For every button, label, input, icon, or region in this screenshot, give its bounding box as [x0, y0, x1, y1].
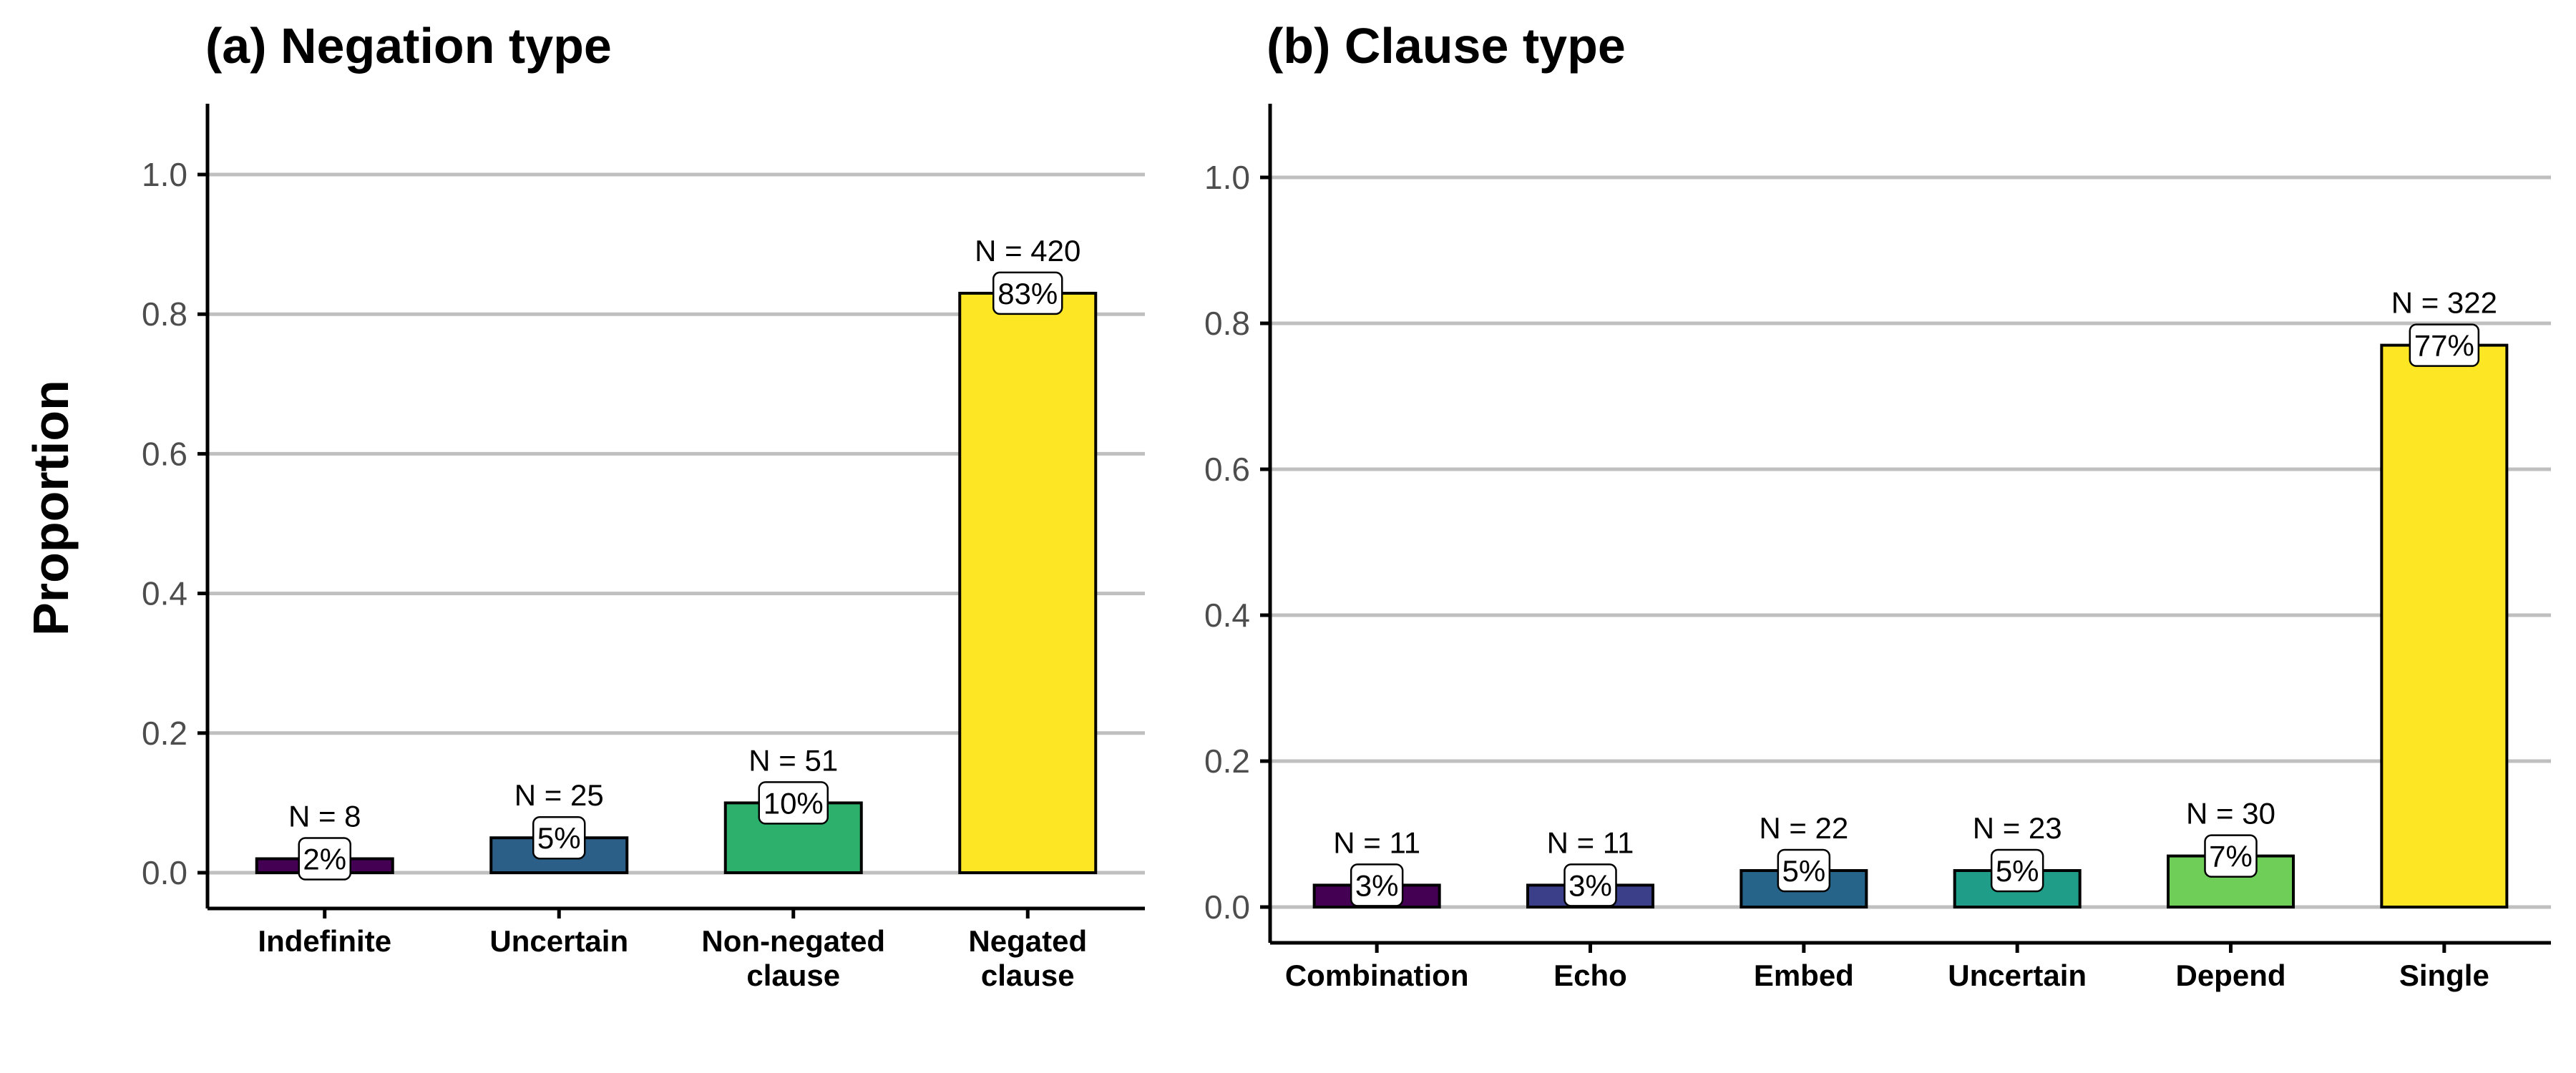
y-tick-label: 0.6 [142, 435, 187, 472]
bar [958, 291, 1098, 875]
x-tick-label: Negated clause [968, 924, 1087, 992]
y-tick-label: 0.4 [142, 575, 187, 612]
data-label-box [2409, 323, 2480, 367]
data-label-box [1777, 848, 1831, 893]
count-label: N = 420 [975, 234, 1080, 268]
count-label: N = 11 [1547, 825, 1634, 859]
y-tick-label: 0.0 [1204, 888, 1250, 926]
y-tick-label: 1.0 [1204, 159, 1250, 196]
count-label: N = 23 [1973, 811, 2062, 845]
y-tick-label: 0.8 [1204, 305, 1250, 342]
y-axis-label: Proportion [23, 380, 79, 636]
data-label: 10% [763, 786, 824, 820]
panel-clause-type: (b) Clause type 0.0 0.2 0.4 0.6 0.8 1.0 3% N = 1… [1204, 18, 2551, 992]
data-label: 3% [1568, 868, 1612, 902]
data-label-box [1350, 863, 1404, 907]
data-label-box [1990, 848, 2044, 893]
data-label-box [1563, 863, 1617, 907]
data-label: 5% [1996, 854, 2039, 888]
count-label: N = 25 [514, 778, 604, 812]
data-label-box [992, 271, 1063, 315]
panel-negation-type: (a) Negation type 0.0 0.2 0.4 0.6 0.8 1.0 2% N =… [142, 18, 1145, 992]
count-label: N = 8 [288, 799, 361, 833]
count-label: N = 30 [2186, 797, 2275, 831]
data-label-box [2204, 834, 2258, 878]
data-label: 5% [537, 821, 581, 855]
y-tick-label: 0.6 [1204, 451, 1250, 488]
data-label: 5% [1782, 854, 1825, 888]
y-tick-label: 0.2 [1204, 743, 1250, 780]
data-label-box [532, 815, 586, 860]
x-tick-label: Non-negated clause [701, 924, 885, 992]
y-tick-label: 0.2 [142, 715, 187, 752]
x-tick-label: Indefinite [258, 924, 391, 958]
count-label: N = 322 [2391, 286, 2497, 320]
data-label: 7% [2209, 840, 2253, 873]
x-tick-label: Single [2399, 959, 2489, 992]
panel-title: (a) Negation type [205, 18, 612, 74]
data-label: 83% [997, 277, 1058, 310]
x-tick-label: Depend [2175, 959, 2285, 992]
data-label: 77% [2414, 329, 2474, 363]
data-label-box [758, 781, 829, 825]
data-label: 2% [303, 842, 346, 876]
panel-title: (b) Clause type [1267, 18, 1626, 74]
count-label: N = 51 [748, 743, 838, 777]
y-tick-label: 1.0 [142, 156, 187, 193]
x-tick-label: Embed [1754, 959, 1854, 992]
x-tick-label: Uncertain [1948, 959, 2087, 992]
count-label: N = 22 [1759, 811, 1848, 845]
data-label: 3% [1355, 868, 1399, 902]
y-tick-label: 0.8 [142, 295, 187, 333]
data-label-box [298, 837, 351, 881]
x-tick-label: Uncertain [489, 924, 628, 958]
count-label: N = 11 [1333, 825, 1420, 859]
y-tick-label: 0.0 [142, 854, 187, 891]
y-tick-label: 0.4 [1204, 597, 1250, 634]
x-tick-label: Echo [1553, 959, 1627, 992]
x-tick-label: Combination [1285, 959, 1469, 992]
bar [2380, 343, 2509, 909]
